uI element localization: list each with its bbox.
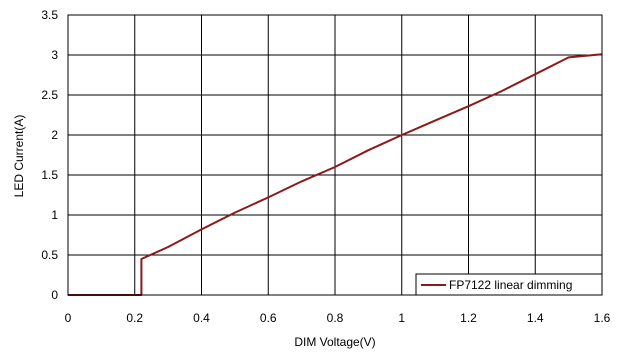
y-tick-label: 0 <box>51 288 58 302</box>
x-tick-labels: 0 0.2 0.4 0.6 0.8 1 1.2 1.4 1.6 <box>65 311 611 325</box>
x-tick-label: 0.2 <box>126 311 143 325</box>
y-tick-label: 0.5 <box>41 248 58 262</box>
legend-box <box>415 273 603 296</box>
plot-area-frame <box>67 14 603 296</box>
legend: FP7122 linear dimming <box>415 273 603 296</box>
x-tick-label: 1.6 <box>594 311 611 325</box>
x-tick-label: 1 <box>398 311 405 325</box>
x-axis-label: DIM Voltage(V) <box>294 335 375 349</box>
y-axis-label: LED Current(A) <box>12 115 26 198</box>
series-line <box>68 53 603 296</box>
y-tick-label: 2 <box>51 128 58 142</box>
x-tick-label: 0.4 <box>193 311 210 325</box>
y-tick-labels: 0 0.5 1 1.5 2 2.5 3 3.5 <box>41 8 58 302</box>
y-tick-label: 3 <box>51 48 58 62</box>
series-layer <box>68 53 603 296</box>
y-tick-label: 3.5 <box>41 8 58 22</box>
legend-label: FP7122 linear dimming <box>449 278 572 292</box>
x-tick-label: 0.6 <box>260 311 277 325</box>
y-tick-label: 1 <box>51 208 58 222</box>
x-tick-label: 1.4 <box>527 311 544 325</box>
x-tick-label: 1.2 <box>460 311 477 325</box>
y-tick-label: 1.5 <box>41 168 58 182</box>
x-tick-label: 0.8 <box>327 311 344 325</box>
grid-lines <box>67 14 603 296</box>
y-tick-label: 2.5 <box>41 88 58 102</box>
x-tick-label: 0 <box>65 311 72 325</box>
